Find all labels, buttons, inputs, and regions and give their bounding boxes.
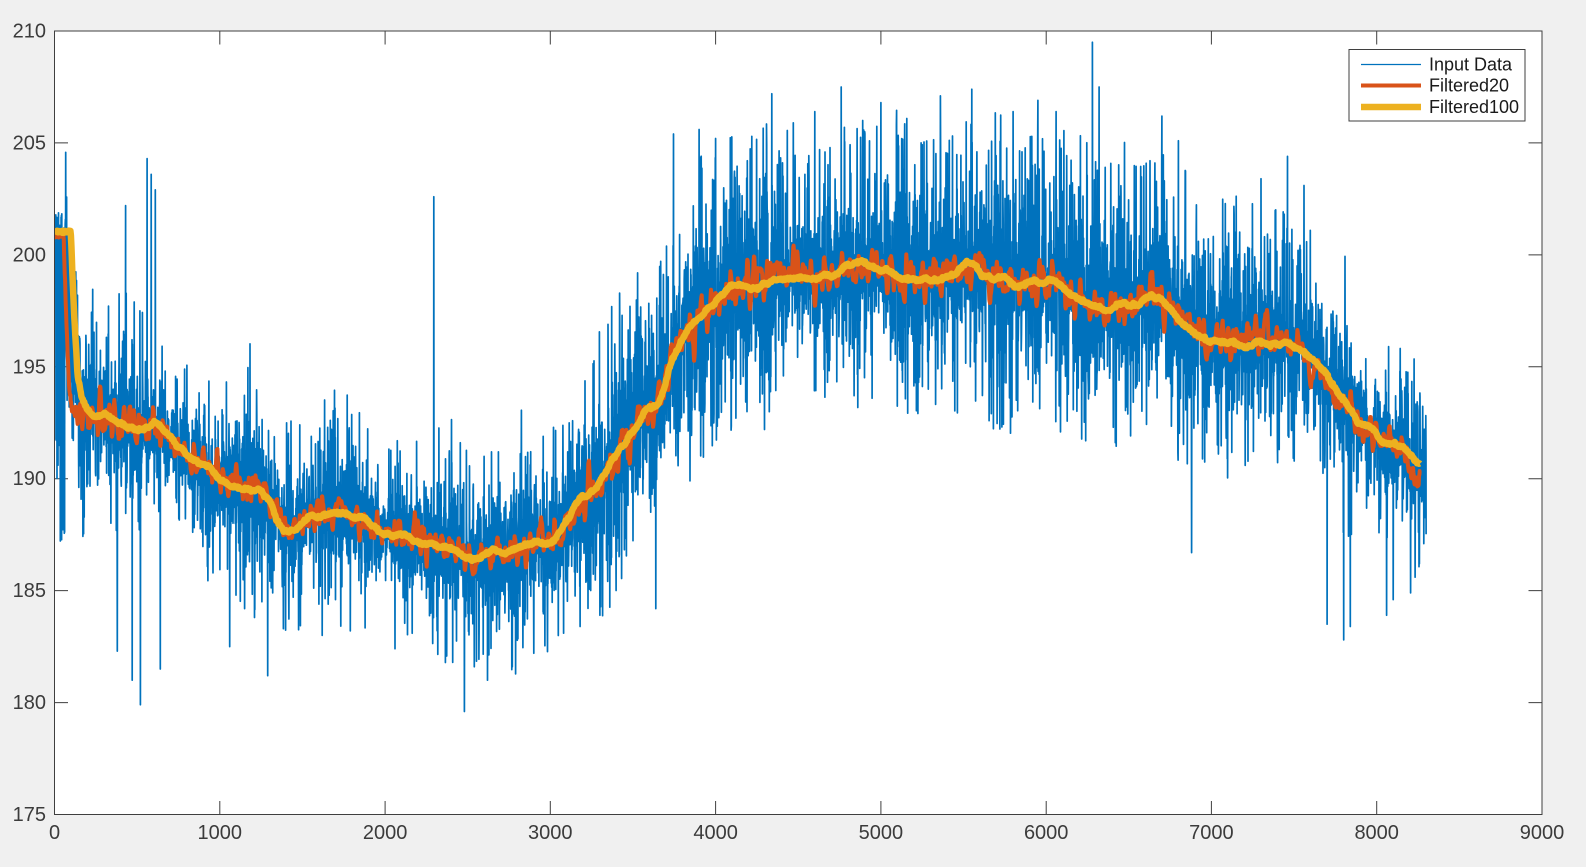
- svg-text:175: 175: [13, 804, 46, 826]
- svg-text:8000: 8000: [1354, 822, 1399, 844]
- svg-text:2000: 2000: [363, 822, 408, 844]
- svg-text:Filtered20: Filtered20: [1429, 76, 1509, 96]
- svg-text:3000: 3000: [528, 822, 573, 844]
- svg-text:200: 200: [13, 244, 46, 266]
- svg-text:7000: 7000: [1189, 822, 1234, 844]
- svg-text:Input Data: Input Data: [1429, 55, 1513, 75]
- svg-text:6000: 6000: [1024, 822, 1069, 844]
- svg-text:205: 205: [13, 132, 46, 154]
- svg-text:Filtered100: Filtered100: [1429, 97, 1519, 117]
- svg-text:195: 195: [13, 356, 46, 378]
- svg-text:0: 0: [49, 822, 60, 844]
- svg-text:9000: 9000: [1520, 822, 1565, 844]
- svg-text:4000: 4000: [693, 822, 738, 844]
- svg-text:190: 190: [13, 468, 46, 490]
- svg-text:5000: 5000: [859, 822, 904, 844]
- svg-text:210: 210: [13, 21, 46, 43]
- svg-text:1000: 1000: [198, 822, 243, 844]
- svg-text:180: 180: [13, 692, 46, 714]
- svg-text:185: 185: [13, 580, 46, 602]
